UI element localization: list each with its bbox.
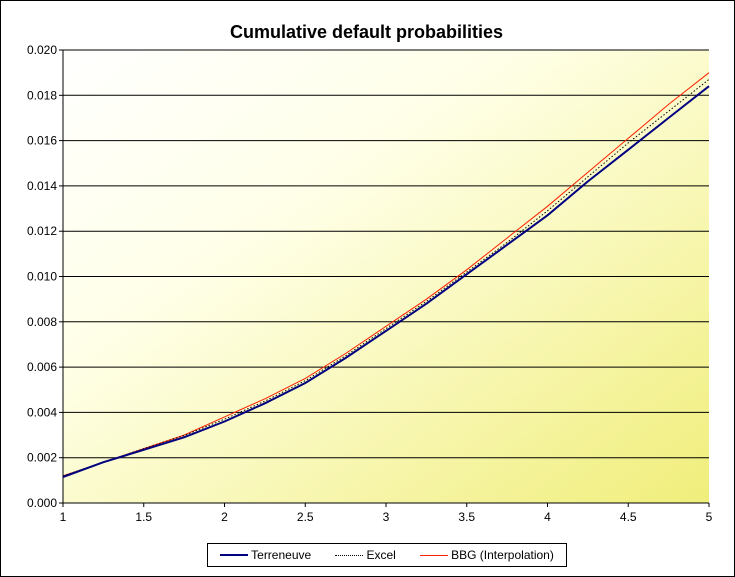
legend-label: BBG (Interpolation) bbox=[451, 548, 554, 562]
y-tick-label: 0.016 bbox=[27, 134, 57, 148]
legend-swatch bbox=[220, 554, 249, 556]
y-tick-label: 0.000 bbox=[27, 496, 57, 510]
series-line-excel bbox=[62, 79, 710, 477]
x-tick-label: 1 bbox=[60, 510, 67, 524]
x-tick-label: 3.5 bbox=[458, 510, 475, 524]
series-line-terreneuve bbox=[62, 85, 710, 478]
y-tick-label: 0.004 bbox=[27, 405, 57, 419]
y-tick-label: 0.006 bbox=[27, 360, 57, 374]
x-tick-label: 2 bbox=[221, 510, 228, 524]
legend-label: Excel bbox=[366, 548, 396, 562]
y-tick-label: 0.010 bbox=[27, 270, 57, 284]
x-tick-label: 3 bbox=[383, 510, 390, 524]
y-tick-label: 0.002 bbox=[27, 451, 57, 465]
series-line-bbg-interpolation bbox=[62, 72, 710, 477]
legend-swatch bbox=[420, 554, 449, 556]
chart-title: Cumulative default probabilities bbox=[229, 22, 504, 42]
legend-item: Terreneuve bbox=[220, 548, 311, 562]
x-tick-label: 4.5 bbox=[620, 510, 637, 524]
x-tick-label: 1.5 bbox=[135, 510, 152, 524]
y-tick-label: 0.014 bbox=[27, 179, 57, 193]
y-tick-label: 0.012 bbox=[27, 224, 57, 238]
x-tick-label: 5 bbox=[706, 510, 713, 524]
y-tick-label: 0.018 bbox=[27, 88, 57, 102]
y-tick-label: 0.020 bbox=[27, 43, 57, 57]
legend-label: Terreneuve bbox=[251, 548, 312, 562]
y-tick-label: 0.008 bbox=[27, 315, 57, 329]
x-tick-label: 4 bbox=[544, 510, 551, 524]
legend: Terreneuve Excel BBG (Interpolation) bbox=[207, 543, 567, 567]
legend-item: Excel bbox=[335, 548, 396, 562]
legend-item: BBG (Interpolation) bbox=[420, 548, 554, 562]
legend-swatch bbox=[335, 554, 364, 556]
x-tick-label: 2.5 bbox=[297, 510, 314, 524]
